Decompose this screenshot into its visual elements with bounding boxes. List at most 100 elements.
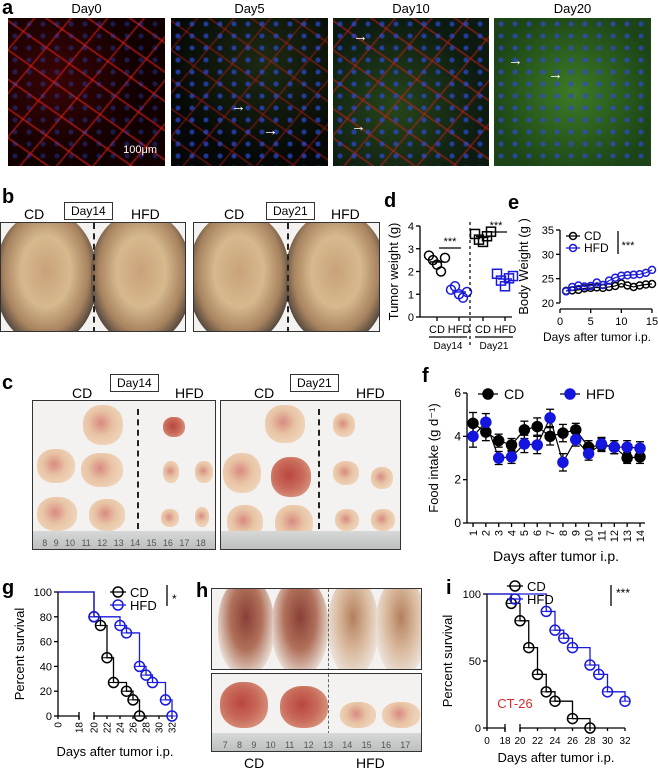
y-tick-label: 50 [469, 656, 481, 668]
label-hfd: HFD [131, 206, 160, 222]
y-tick-label: 4 [408, 221, 414, 233]
y-axis-label: Food intake (g d⁻¹) [426, 403, 441, 512]
ruler-mark: 16 [380, 740, 391, 750]
ruler: 7 8 9 10 11 12 13 14 15 16 17 [212, 733, 421, 751]
label-hfd: HFD [356, 755, 385, 771]
y-tick-label: 0 [475, 723, 481, 735]
x-tick-label: 30 [602, 736, 614, 747]
survival-curve-cd [58, 591, 141, 716]
legend-marker [509, 593, 521, 605]
data-point-hfd [595, 438, 608, 450]
dissection-photo-day14 [0, 222, 186, 332]
x-tick-label: HFD [494, 324, 517, 336]
x-tick-label: 24 [549, 736, 561, 747]
ruler-mark: 10 [65, 538, 76, 548]
series-line-hfd [565, 269, 653, 292]
panel-label-f: f [422, 365, 429, 387]
y-tick-label: 60 [40, 637, 52, 649]
ruler-mark: 9 [53, 538, 59, 548]
x-tick-label: 15 [646, 316, 658, 328]
label-day21: Day21 [266, 202, 315, 220]
tumor-photo-survival: 7 8 9 10 11 12 13 14 15 16 17 [211, 673, 422, 752]
x-axis-label: Days after tumor i.p. [497, 750, 614, 765]
data-point-hfd [449, 281, 461, 292]
x-tick-label: 13 [622, 530, 634, 542]
x-tick-label: 3 [494, 530, 506, 536]
legend-label-hfd: HFD [527, 592, 554, 607]
label-cd: CD [244, 755, 265, 771]
data-point-hfd [634, 442, 646, 454]
x-tick-label: 6 [532, 530, 544, 536]
x-tick-label: 0 [557, 316, 563, 328]
ruler-mark: 17 [179, 538, 190, 548]
data-point-hfd [608, 441, 621, 453]
data-point-cd [435, 266, 447, 277]
ruler-mark: 17 [400, 740, 411, 750]
data-point-cd [544, 430, 556, 443]
arrow-icon: → [353, 28, 368, 45]
x-tick-label: 28 [584, 736, 596, 747]
ruler-mark: 14 [130, 538, 141, 548]
legend-label-cd: CD [504, 386, 524, 402]
dissection-photo-survival [211, 588, 422, 670]
data-point-cd [505, 439, 518, 451]
data-point-cd [531, 420, 543, 433]
x-tick-label: 7 [545, 530, 557, 536]
x-tick-label: 2 [481, 530, 493, 536]
micrograph-title-day5: Day5 [234, 1, 265, 16]
data-point-hfd [574, 281, 583, 290]
x-tick-label: 5 [519, 530, 531, 536]
ruler-mark: 9 [251, 740, 257, 750]
data-point-hfd [531, 439, 543, 451]
data-point-hfd [570, 433, 582, 446]
label-hfd: HFD [356, 385, 385, 401]
data-point-cd [635, 281, 644, 290]
x-tick-label: 10 [615, 316, 627, 328]
data-point-cd [439, 252, 451, 264]
arrow-icon: → [508, 52, 523, 69]
ruler-mark: 13 [113, 538, 124, 548]
data-point-hfd [480, 416, 492, 428]
data-point-hfd [647, 265, 657, 275]
x-tick-label: 18 [499, 736, 511, 747]
micrograph-day0: 100μm [8, 18, 165, 166]
panel-label-a: a [2, 0, 14, 19]
data-point-cd [557, 427, 569, 439]
legend-label-hfd: HFD [586, 386, 615, 402]
y-tick-label: 0 [454, 516, 461, 530]
panel-label-h: h [196, 580, 209, 602]
data-point-hfd [467, 430, 479, 443]
x-tick-label: 22 [103, 722, 114, 734]
panel-label-b: b [2, 186, 15, 208]
y-tick-label: 35 [542, 225, 554, 237]
data-point-hfd [505, 451, 518, 463]
legend-marker [564, 388, 576, 400]
survival-curve-hfd [487, 593, 626, 702]
label-cd: CD [224, 206, 245, 222]
arrow-icon: → [231, 98, 246, 115]
legend-label-cd: CD [527, 579, 546, 594]
arrow-icon: → [263, 122, 278, 139]
micrograph-day5: → → [171, 18, 328, 166]
y-axis-label: Body Weight (g ) [516, 218, 531, 315]
y-axis-label: Percent survival [12, 608, 27, 701]
ruler-mark: 18 [195, 538, 206, 548]
legend-marker [482, 388, 494, 400]
micrograph-title-day20: Day20 [553, 1, 592, 16]
tumor-photo-day14: 8 9 10 11 12 13 14 15 16 17 18 [32, 400, 216, 550]
panel-label-g: g [2, 577, 15, 599]
x-tick-label: 32 [168, 722, 179, 734]
y-tick-label: 20 [542, 298, 554, 310]
legend-marker [509, 580, 521, 592]
data-point-hfd [507, 270, 519, 282]
legend-marker [112, 599, 124, 611]
y-tick-label: 3 [408, 244, 414, 256]
x-tick-label: 10 [583, 530, 595, 542]
panel-label-d: d [384, 190, 397, 212]
label-day14: Day14 [64, 202, 113, 220]
data-point-hfd [557, 456, 569, 469]
x-tick-label: 11 [596, 530, 608, 541]
x-tick-label: 28 [142, 722, 153, 734]
y-tick-label: 40 [40, 661, 52, 673]
scale-bar-label: 100μm [123, 144, 157, 156]
